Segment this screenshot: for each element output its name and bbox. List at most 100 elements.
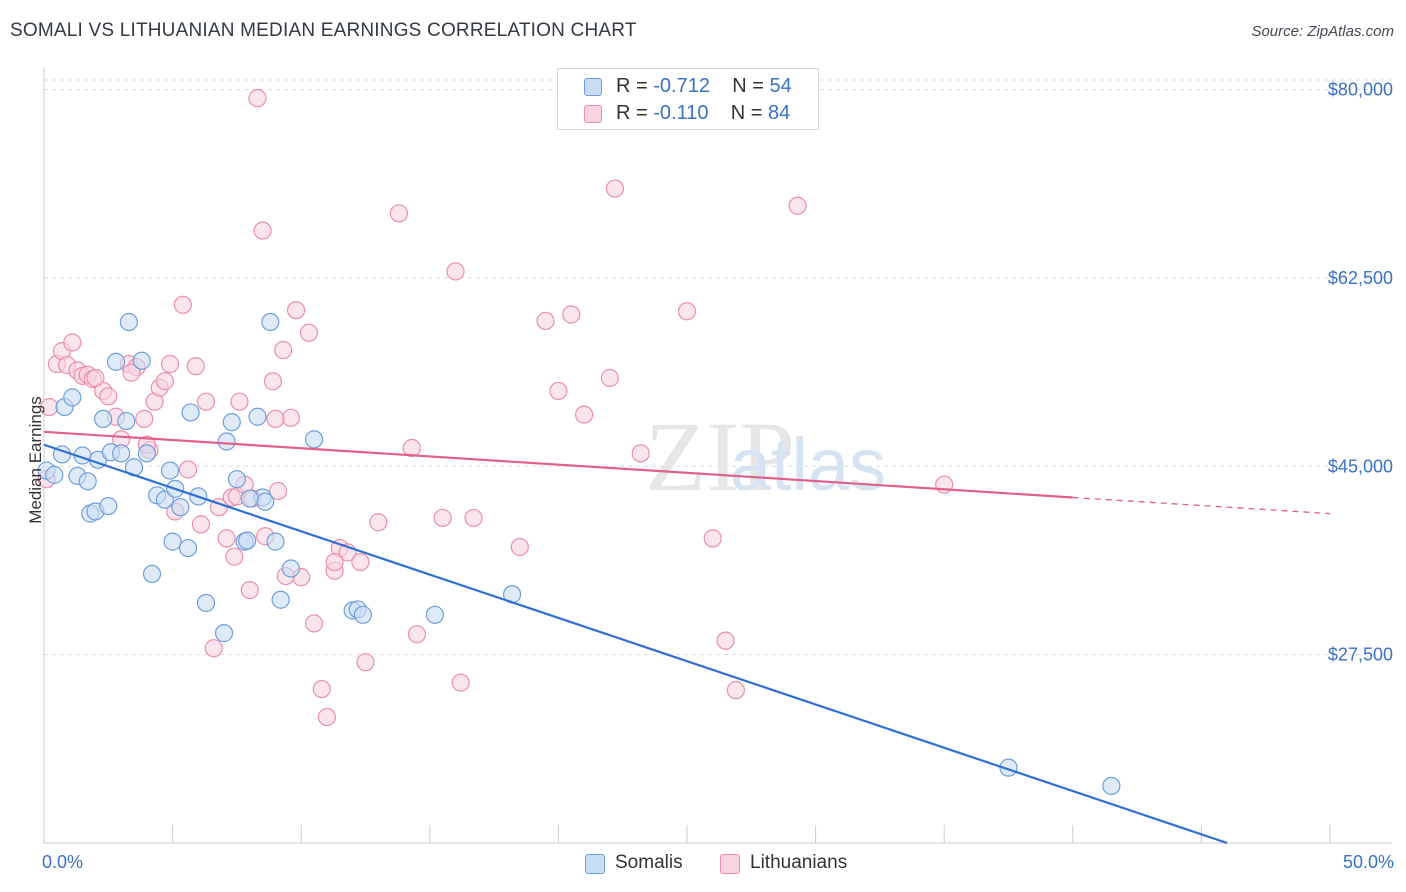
lithuanian-point <box>281 408 301 427</box>
watermark: ZIP <box>645 401 795 512</box>
somali-point <box>78 472 97 491</box>
somali-point <box>132 351 151 370</box>
lithuanian-point <box>286 301 306 320</box>
lithuanian-swatch <box>584 105 602 123</box>
lithuanian-trend-extension <box>1072 496 1331 515</box>
somali-point <box>119 312 138 332</box>
legend-r-label: R = <box>616 102 654 124</box>
lithuanian-point <box>451 673 470 692</box>
lithuanian-point <box>402 438 421 458</box>
y-axis-label: Median Earnings <box>26 396 45 524</box>
lithuanian-point <box>99 387 118 406</box>
correlation-legend: R = -0.712 N = 54 R = -0.110 N = 84 <box>557 68 819 130</box>
somali-point <box>160 461 180 480</box>
somali-point <box>178 538 198 558</box>
lithuanian-point <box>230 392 249 411</box>
lithuanian-point <box>155 372 174 391</box>
legend-n-label: N = <box>732 75 770 97</box>
somali-point <box>117 411 136 431</box>
watermark-atlas: atlas <box>730 423 886 506</box>
somali-point <box>281 559 301 578</box>
lithuanian-point <box>178 460 198 479</box>
y-tick-labels: $27,500 $45,000 $62,500 $80,000 <box>1328 80 1393 665</box>
somali-point <box>425 605 445 624</box>
lithuanian-point <box>703 529 722 548</box>
lithuanian-point <box>63 333 82 352</box>
trend-lines <box>43 430 1331 845</box>
legend-r-label: R = <box>616 75 654 97</box>
somali-point <box>304 430 324 449</box>
somali-point <box>240 489 259 508</box>
lithuanian-point <box>536 311 555 331</box>
somali-point <box>181 403 200 422</box>
somali-point <box>222 413 241 432</box>
lithuanian-point <box>299 323 319 342</box>
somali-point <box>94 409 113 429</box>
somali-point <box>266 532 285 551</box>
lithuanian-point <box>605 179 625 198</box>
chart-title: SOMALI VS LITHUANIAN MEDIAN EARNINGS COR… <box>10 20 637 41</box>
legend-n-value: 54 <box>769 75 792 97</box>
lithuanian-point <box>122 363 141 382</box>
somali-point <box>271 590 290 609</box>
lithuanian-point <box>160 354 180 374</box>
legend-r-value: -0.110 <box>653 102 709 124</box>
lithuanian-swatch <box>720 854 740 874</box>
lithuanian-point <box>510 537 529 557</box>
somali-point <box>63 388 82 407</box>
lithuanian-point <box>253 221 272 240</box>
lithuanian-point <box>575 405 594 424</box>
somali-point <box>353 605 373 624</box>
lithuanian-point <box>317 707 337 727</box>
lithuanian-point <box>240 580 259 600</box>
gridlines <box>44 79 1392 656</box>
legend-label-lithuanians: Lithuanians <box>750 852 848 873</box>
lithuanian-point <box>268 481 288 501</box>
somali-point <box>163 532 182 551</box>
legend-n-label: N = <box>730 102 768 124</box>
lithuanian-point <box>549 381 568 401</box>
somali-point <box>142 564 162 584</box>
lithuanian-point <box>248 89 267 108</box>
legend-r-value: -0.712 <box>653 75 710 97</box>
lithuanian-point <box>263 372 283 391</box>
lithuanian-point <box>173 295 192 314</box>
somali-point <box>1102 776 1121 796</box>
lithuanian-point <box>389 204 409 223</box>
lithuanian-point <box>369 513 388 532</box>
y-tick-label: $62,500 <box>1328 268 1393 288</box>
somali-swatch <box>585 854 605 874</box>
somali-point <box>248 407 267 426</box>
lithuanian-point <box>274 340 293 360</box>
somali-trend-line <box>43 443 1228 845</box>
lithuanian-point <box>600 368 619 388</box>
lithuanian-point <box>225 547 244 566</box>
lithuanian-point <box>677 302 697 321</box>
somali-point <box>196 593 216 613</box>
lithuanian-point <box>266 409 285 429</box>
lithuanian-point <box>86 368 105 388</box>
somali-point <box>171 498 190 517</box>
somali-point <box>112 444 131 463</box>
lithuanian-point <box>446 262 465 281</box>
legend-label-somalis: Somalis <box>615 852 683 873</box>
lithuanian-point <box>407 625 427 644</box>
lithuanian-point <box>562 305 581 324</box>
somali-swatch <box>584 78 602 96</box>
lithuanian-point <box>631 444 650 463</box>
somali-point <box>137 444 156 463</box>
somali-point <box>99 496 118 516</box>
series-legend: Somalis Lithuanians <box>0 852 1406 876</box>
somali-point <box>261 312 280 332</box>
somali-point <box>238 531 257 550</box>
somali-point <box>227 470 246 489</box>
lithuanian-point <box>788 196 807 215</box>
lithuanian-point <box>186 357 205 376</box>
y-tick-label: $27,500 <box>1328 645 1393 665</box>
lithuanian-point <box>204 639 223 658</box>
lithuanian-point <box>217 529 236 548</box>
source-label: Source: ZipAtlas.com <box>1251 23 1394 40</box>
lithuanian-point <box>304 614 324 633</box>
somali-point <box>256 492 275 511</box>
lithuanian-point <box>726 681 745 700</box>
